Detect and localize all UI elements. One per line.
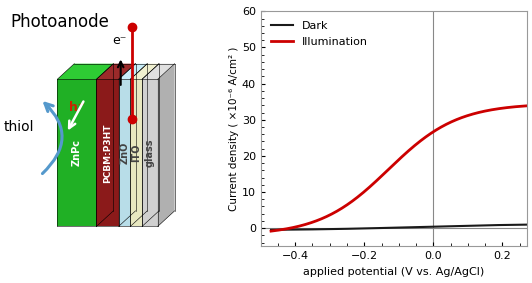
Text: ITO: ITO: [131, 143, 141, 162]
Dark: [425, 225, 431, 228]
Text: PCBM:P3HT: PCBM:P3HT: [103, 123, 112, 183]
Illumination: [268, 230, 274, 233]
Dark: [420, 225, 427, 229]
X-axis label: applied potential (V vs. Ag/AgCl): applied potential (V vs. Ag/AgCl): [303, 267, 484, 276]
Dark: [483, 224, 489, 227]
Polygon shape: [119, 64, 136, 226]
Polygon shape: [119, 79, 130, 226]
Text: Photoanode: Photoanode: [11, 13, 109, 31]
Polygon shape: [130, 64, 147, 226]
Illumination: [425, 134, 431, 137]
Dark: [500, 223, 506, 227]
Line: Dark: Dark: [271, 225, 527, 230]
Illumination: [483, 109, 489, 112]
Polygon shape: [130, 79, 142, 226]
Text: ZnO: ZnO: [120, 142, 129, 164]
Polygon shape: [142, 64, 159, 226]
Line: Illumination: Illumination: [271, 106, 527, 231]
Illumination: [419, 138, 426, 141]
Dark: [269, 228, 275, 231]
Illumination: [420, 137, 427, 140]
FancyArrowPatch shape: [43, 103, 62, 173]
Dark: [268, 228, 274, 231]
Y-axis label: Current density ( ×10⁻⁶ A/cm² ): Current density ( ×10⁻⁶ A/cm² ): [229, 47, 239, 211]
Polygon shape: [96, 79, 119, 226]
Dark: [523, 223, 530, 226]
Polygon shape: [130, 64, 159, 79]
Dark: [419, 225, 426, 229]
Illumination: [523, 104, 530, 108]
Text: e⁻: e⁻: [112, 34, 127, 47]
Text: glass: glass: [145, 139, 155, 167]
Illumination: [500, 106, 506, 110]
Illumination: [269, 229, 275, 233]
Polygon shape: [57, 64, 113, 79]
Polygon shape: [57, 79, 96, 226]
Legend: Dark, Illumination: Dark, Illumination: [266, 17, 372, 51]
Polygon shape: [96, 64, 136, 79]
Text: ZnPc: ZnPc: [72, 139, 82, 166]
Polygon shape: [142, 79, 157, 226]
Polygon shape: [142, 64, 174, 79]
Polygon shape: [119, 64, 147, 79]
Polygon shape: [157, 64, 174, 226]
Text: h⁺: h⁺: [69, 101, 85, 114]
Polygon shape: [96, 64, 113, 226]
Text: thiol: thiol: [4, 120, 35, 134]
